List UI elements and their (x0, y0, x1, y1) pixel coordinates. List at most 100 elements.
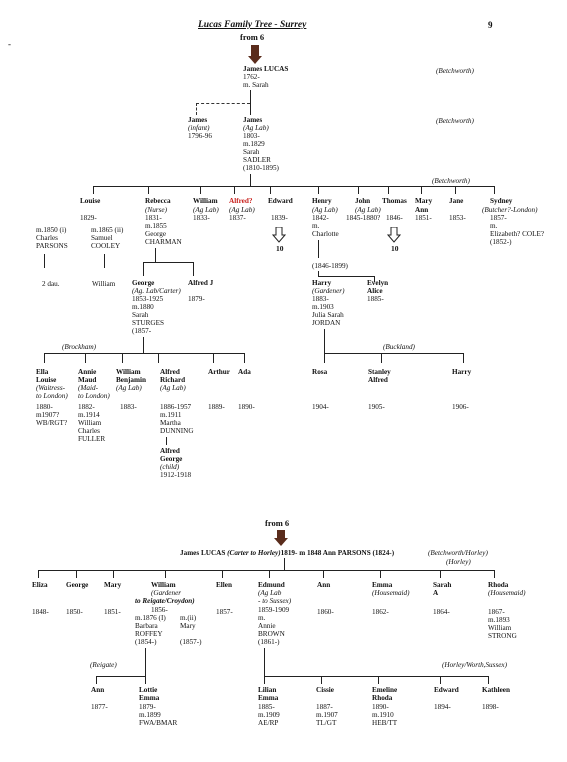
person-name-2: Alice (367, 287, 383, 295)
person-name: Arthur (208, 368, 230, 376)
person-dates: 1839- (271, 214, 288, 222)
down-arrow-head-icon (274, 538, 288, 546)
person-line: Sarah (132, 311, 149, 319)
person-dates: 1845-1880? (346, 214, 381, 222)
connector (104, 254, 105, 268)
connector (324, 353, 325, 363)
person-line: William (78, 419, 102, 427)
person-line: AE/RP (258, 719, 279, 727)
person-name: George (132, 279, 155, 287)
person-note: (Butcher?-London) (482, 206, 538, 214)
person-line: m.1914 (78, 411, 100, 419)
person-name: Rebecca (145, 197, 171, 205)
person-name: Edward (434, 686, 459, 694)
person-name-2: Emma (139, 694, 160, 702)
connector (213, 353, 214, 363)
person-name-2: Maud (78, 376, 97, 384)
sibling-bar (96, 676, 145, 677)
person-name: Alfred (160, 447, 180, 455)
person-name: Henry (312, 197, 332, 205)
person-note: to London) (36, 392, 68, 400)
person-note: (Ag Lab) (355, 206, 381, 214)
person-name: William (193, 197, 218, 205)
person-line: m.1876 (I) (135, 614, 166, 622)
connector (463, 353, 464, 363)
person-line: m.1829 (243, 140, 265, 148)
connector (155, 248, 156, 262)
person-line: m.1911 (160, 411, 182, 419)
person-name: Mary (104, 581, 122, 589)
person-name: George (66, 581, 89, 589)
gen3-place: (Betchworth) (432, 177, 470, 185)
connector (85, 353, 86, 363)
person-name: William (116, 368, 141, 376)
person-note: (Ag Lab) (116, 384, 142, 392)
person-line: 1883- (312, 295, 329, 303)
connector (388, 186, 389, 194)
down-arrow-icon (277, 530, 285, 540)
connector (494, 570, 495, 578)
person-line: 1879- (139, 703, 156, 711)
person-line: (1861-) (258, 638, 280, 646)
connector (421, 186, 422, 194)
person-dates: 1851- (415, 214, 432, 222)
person-line: 1890- (372, 703, 389, 711)
person-line: (1857- (132, 327, 152, 335)
person-name-2: Rhoda (372, 694, 393, 702)
person-name: Louise (80, 197, 101, 205)
person-name: Alfred J (188, 279, 214, 287)
connector (96, 676, 97, 684)
person-dates: 1862- (372, 608, 389, 616)
person-note: (Gardener) (312, 287, 345, 295)
person-name: Sydney (490, 197, 513, 205)
person-dates: 1885- (367, 295, 384, 303)
person-line: HEB/TT (372, 719, 398, 727)
person-name-2: Emma (258, 694, 279, 702)
root2-name: James LUCAS (180, 549, 226, 557)
page-reference[interactable]: 10 (391, 244, 399, 253)
connector (122, 353, 123, 363)
connector (222, 570, 223, 578)
connector (38, 570, 39, 578)
person-line: 1880- (36, 403, 53, 411)
person-name: Rosa (312, 368, 328, 376)
person-name: Cissie (316, 686, 334, 694)
connector (264, 648, 265, 676)
person-dates: 1853- (449, 214, 466, 222)
gen5-place-right: (Buckland) (383, 343, 415, 351)
person-line: Sarah (243, 148, 260, 156)
person-dates: 1860- (317, 608, 334, 616)
person-note: - to Sussex) (258, 597, 292, 605)
person-dates: 1905- (368, 403, 385, 411)
person-line: 1857- (490, 214, 507, 222)
connector (44, 353, 45, 363)
person-name: James (243, 116, 263, 124)
sibling-bar (324, 353, 464, 354)
connector (374, 276, 375, 282)
connector (358, 186, 359, 194)
connector (324, 329, 325, 353)
person-line: m.1907 (316, 711, 338, 719)
connector (455, 186, 456, 194)
connector (378, 676, 379, 684)
person-name: Edward (268, 197, 293, 205)
person-note: (Maid- (78, 384, 98, 392)
person-name: Ann (91, 686, 105, 694)
person-name: Ann (317, 581, 331, 589)
person-dates: 1890- (238, 403, 255, 411)
person-line: 1842- (312, 214, 329, 222)
connector (200, 186, 201, 194)
person-line: m.1903 (312, 303, 334, 311)
connector (158, 353, 159, 363)
down-arrow-head-icon (248, 56, 262, 64)
person-line: m.1880 (132, 303, 154, 311)
person-line: Martha (160, 419, 181, 427)
page-reference[interactable]: 10 (276, 244, 284, 253)
marriage-line: Samuel (91, 234, 113, 242)
person-line: 1882- (78, 403, 95, 411)
person-line: STRONG (488, 632, 517, 640)
marriage-line: PARSONS (36, 242, 68, 250)
margin-mark: - (8, 39, 11, 49)
person-note: (Ag Lab (258, 589, 282, 597)
person-dates: 1894- (434, 703, 451, 711)
